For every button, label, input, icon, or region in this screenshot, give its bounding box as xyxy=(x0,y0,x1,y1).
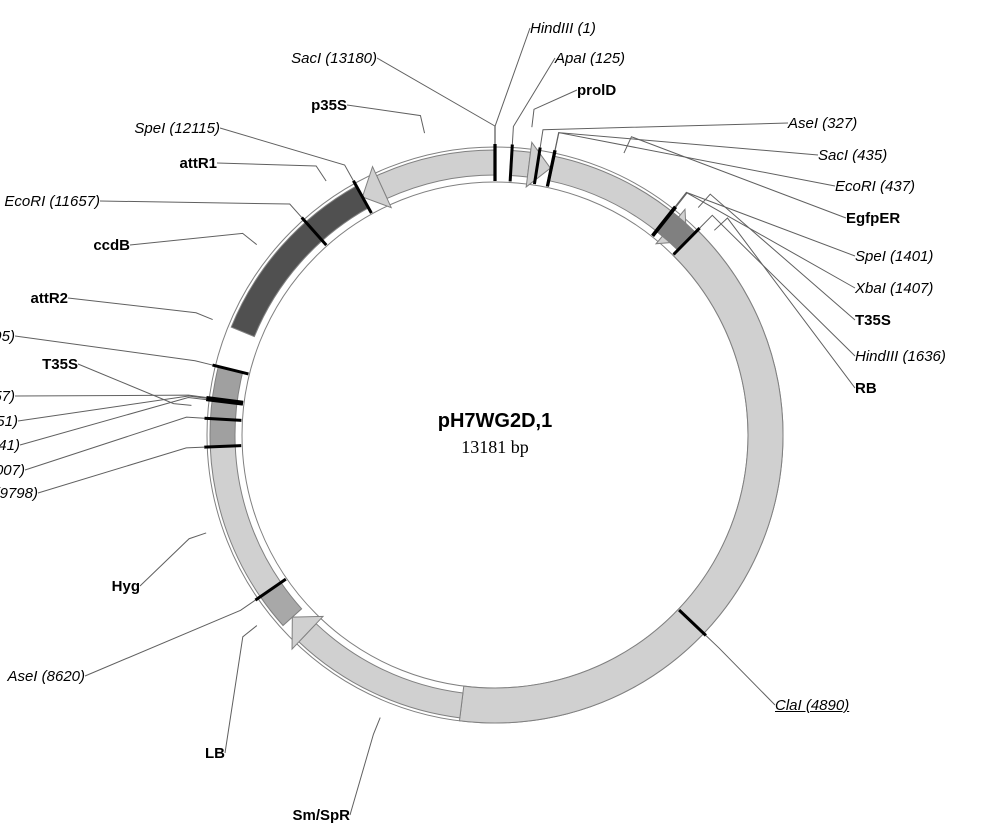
map-label: EgfpER xyxy=(846,210,900,227)
map-label: p35S xyxy=(311,97,347,114)
map-label: ccdB xyxy=(93,237,130,254)
map-label: SpeI (1401) xyxy=(855,248,933,265)
plasmid-center-text: pH7WG2D,1 13181 bp xyxy=(395,410,595,458)
map-label: AseI (8620) xyxy=(7,668,85,685)
map-label: AatII (9798) xyxy=(0,485,38,502)
map-label: SpeI (12115) xyxy=(134,120,220,137)
map-label: Sm/SpR xyxy=(292,807,350,824)
map-label: XbaI (1407) xyxy=(855,280,933,297)
plasmid-map: pH7WG2D,1 13181 bp HindIII (1) ApaI (125)… xyxy=(0,0,1000,832)
map-label: RB xyxy=(855,380,877,397)
map-label: prolD xyxy=(577,82,616,99)
map-label: SacII (10007) xyxy=(0,462,25,479)
map-label: T35S xyxy=(42,356,78,373)
map-label: attR2 xyxy=(30,290,68,307)
map-label: SacI (435) xyxy=(818,147,887,164)
map-label: AseI (327) xyxy=(788,115,857,132)
map-label: Hyg xyxy=(112,578,140,595)
map-label: HindIII (1) xyxy=(530,20,596,37)
map-label: XbaI (10141) xyxy=(0,437,20,454)
map-label: T35S xyxy=(855,312,891,329)
map-label: SacII (10395) xyxy=(0,328,15,345)
map-label: HindIII (1636) xyxy=(855,348,946,365)
map-label: ApaI (10151) xyxy=(0,413,18,430)
plasmid-size: 13181 bp xyxy=(395,437,595,458)
map-label: attR1 xyxy=(179,155,217,172)
map-label: EcoRI (11657) xyxy=(4,193,100,210)
map-label: ApaI (125) xyxy=(555,50,625,67)
map-label: ClaI (4890) xyxy=(775,697,849,714)
map-label: SacI (13180) xyxy=(291,50,377,67)
map-label: AatII (10157) xyxy=(0,388,15,405)
map-label: LB xyxy=(205,745,225,762)
plasmid-name: pH7WG2D,1 xyxy=(395,410,595,433)
map-label: EcoRI (437) xyxy=(835,178,915,195)
